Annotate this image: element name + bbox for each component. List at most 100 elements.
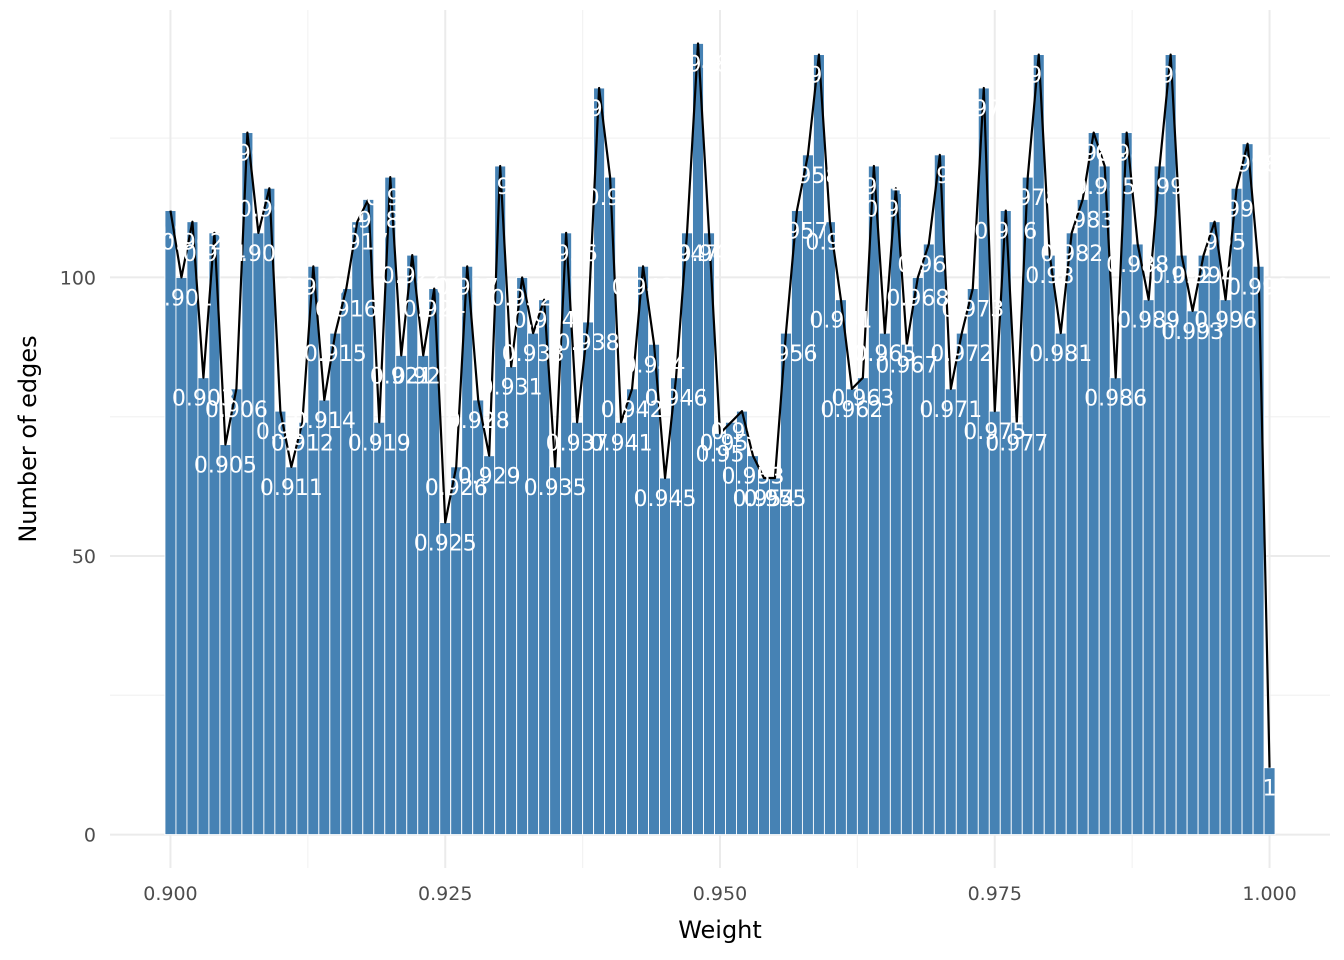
bar-label: 0.987 [1095, 142, 1158, 167]
bar-label: 0.943 [612, 275, 675, 300]
trend-line [169, 42, 1271, 768]
bar-label: 0.903 [172, 387, 235, 412]
bar [186, 221, 199, 836]
bar [867, 165, 880, 836]
bar-label: 0.942 [601, 398, 664, 423]
bar-label: 0.986 [1084, 387, 1147, 412]
bar [1263, 767, 1276, 836]
bar-label: 0.948 [667, 52, 730, 77]
bar-label: 0.914 [293, 409, 356, 434]
bar [1087, 132, 1100, 836]
bar-label: 0.921 [370, 364, 433, 389]
bar-label: 0.966 [864, 197, 927, 222]
bar [1010, 421, 1023, 836]
bar-label: 0.958 [776, 164, 839, 189]
bar-label: 0.992 [1150, 264, 1213, 289]
bar [373, 421, 386, 836]
bar [450, 466, 463, 836]
bar [417, 354, 430, 836]
bar [582, 321, 595, 836]
bar [1054, 332, 1067, 836]
bar-label: 0.916 [315, 298, 378, 323]
bar-label: 0.908 [227, 242, 290, 267]
bar-label: 0.999 [1227, 275, 1290, 300]
bar-label: 0.937 [546, 431, 609, 456]
bar-label: 0.925 [414, 532, 477, 557]
bar-label: 0.963 [831, 387, 894, 412]
bar-label: 0.933 [502, 342, 565, 367]
bar-labels-group: 0.9 0.901 0.902 0.903 0.904 0.905 0.906 0.907 0.… [150, 52, 1290, 801]
bar [988, 410, 1001, 836]
bar-label: 0.93 [476, 175, 525, 200]
bar [670, 377, 682, 836]
bar-label: 0.91 [256, 420, 305, 445]
bar [615, 421, 628, 836]
bar [274, 410, 287, 836]
bar-label: 0.973 [941, 298, 1004, 323]
bar-label: 0.969 [897, 253, 960, 278]
bar-label: 0.945 [634, 487, 697, 512]
bar-label: 0.92 [366, 186, 415, 211]
bar-label: 0.976 [974, 220, 1037, 245]
bar-label: 0.907 [216, 142, 279, 167]
bar-label: 0.97 [915, 164, 964, 189]
bar-label: 0.953 [721, 465, 784, 490]
bar-label: 0.994 [1172, 264, 1235, 289]
bar-label: 0.911 [260, 476, 323, 501]
bar-label: 0.902 [161, 231, 224, 256]
bar-label: 1 [1263, 777, 1277, 802]
bar-label: 0.961 [809, 309, 872, 334]
x-tick-label: 0.925 [418, 883, 472, 905]
bar-label: 0.931 [480, 376, 543, 401]
bar [659, 477, 671, 836]
bar-label: 0.944 [623, 353, 686, 378]
bar-label: 0.906 [205, 398, 268, 423]
bar-label: 0.912 [271, 431, 334, 456]
bar-label: 0.985 [1073, 175, 1136, 200]
bar [790, 210, 803, 836]
bar-label: 0.928 [447, 409, 510, 434]
bar [889, 187, 902, 836]
bar-label: 0.922 [381, 264, 444, 289]
bar-label: 0.952 [710, 420, 773, 445]
bar [395, 354, 408, 836]
bar [340, 288, 353, 836]
bar [252, 232, 265, 836]
bar-label: 0.924 [403, 298, 466, 323]
bar-label: 0.954 [732, 487, 795, 512]
bar-label: 0.996 [1194, 309, 1257, 334]
bar-label: 0.974 [952, 97, 1015, 122]
bar [900, 343, 913, 836]
x-tick-label: 0.900 [143, 883, 197, 905]
bar-label: 0.975 [963, 420, 1026, 445]
bar-label: 0.917 [326, 231, 389, 256]
bar [780, 332, 792, 836]
bar [1252, 265, 1265, 836]
bar [1109, 377, 1122, 836]
y-tick-label: 0 [84, 825, 96, 847]
bar-label: 0.947 [656, 242, 719, 267]
bar [1219, 299, 1232, 836]
bar-label: 0.982 [1040, 242, 1103, 267]
bar-label: 0.926 [425, 476, 488, 501]
x-tick-label: 0.975 [968, 883, 1022, 905]
bar-label: 0.956 [754, 342, 817, 367]
bar [1142, 299, 1155, 836]
bar-label: 0.946 [645, 387, 708, 412]
y-tick-label: 100 [60, 267, 96, 289]
bar-label: 0.984 [1062, 142, 1125, 167]
bar-label: 0.936 [535, 242, 598, 267]
bar-label: 0.932 [491, 286, 554, 311]
bar [1164, 54, 1177, 836]
bar [922, 243, 935, 836]
bar [834, 299, 847, 836]
y-tick-label: 50 [72, 546, 96, 568]
bar-label: 0.918 [337, 208, 400, 233]
bar-label: 0.995 [1183, 231, 1246, 256]
bar-label: 0.909 [238, 197, 301, 222]
bar-label: 0.962 [820, 398, 883, 423]
bar-label: 0.997 [1205, 197, 1268, 222]
bar-label: 0.941 [590, 431, 653, 456]
bar-label: 0.904 [183, 242, 246, 267]
